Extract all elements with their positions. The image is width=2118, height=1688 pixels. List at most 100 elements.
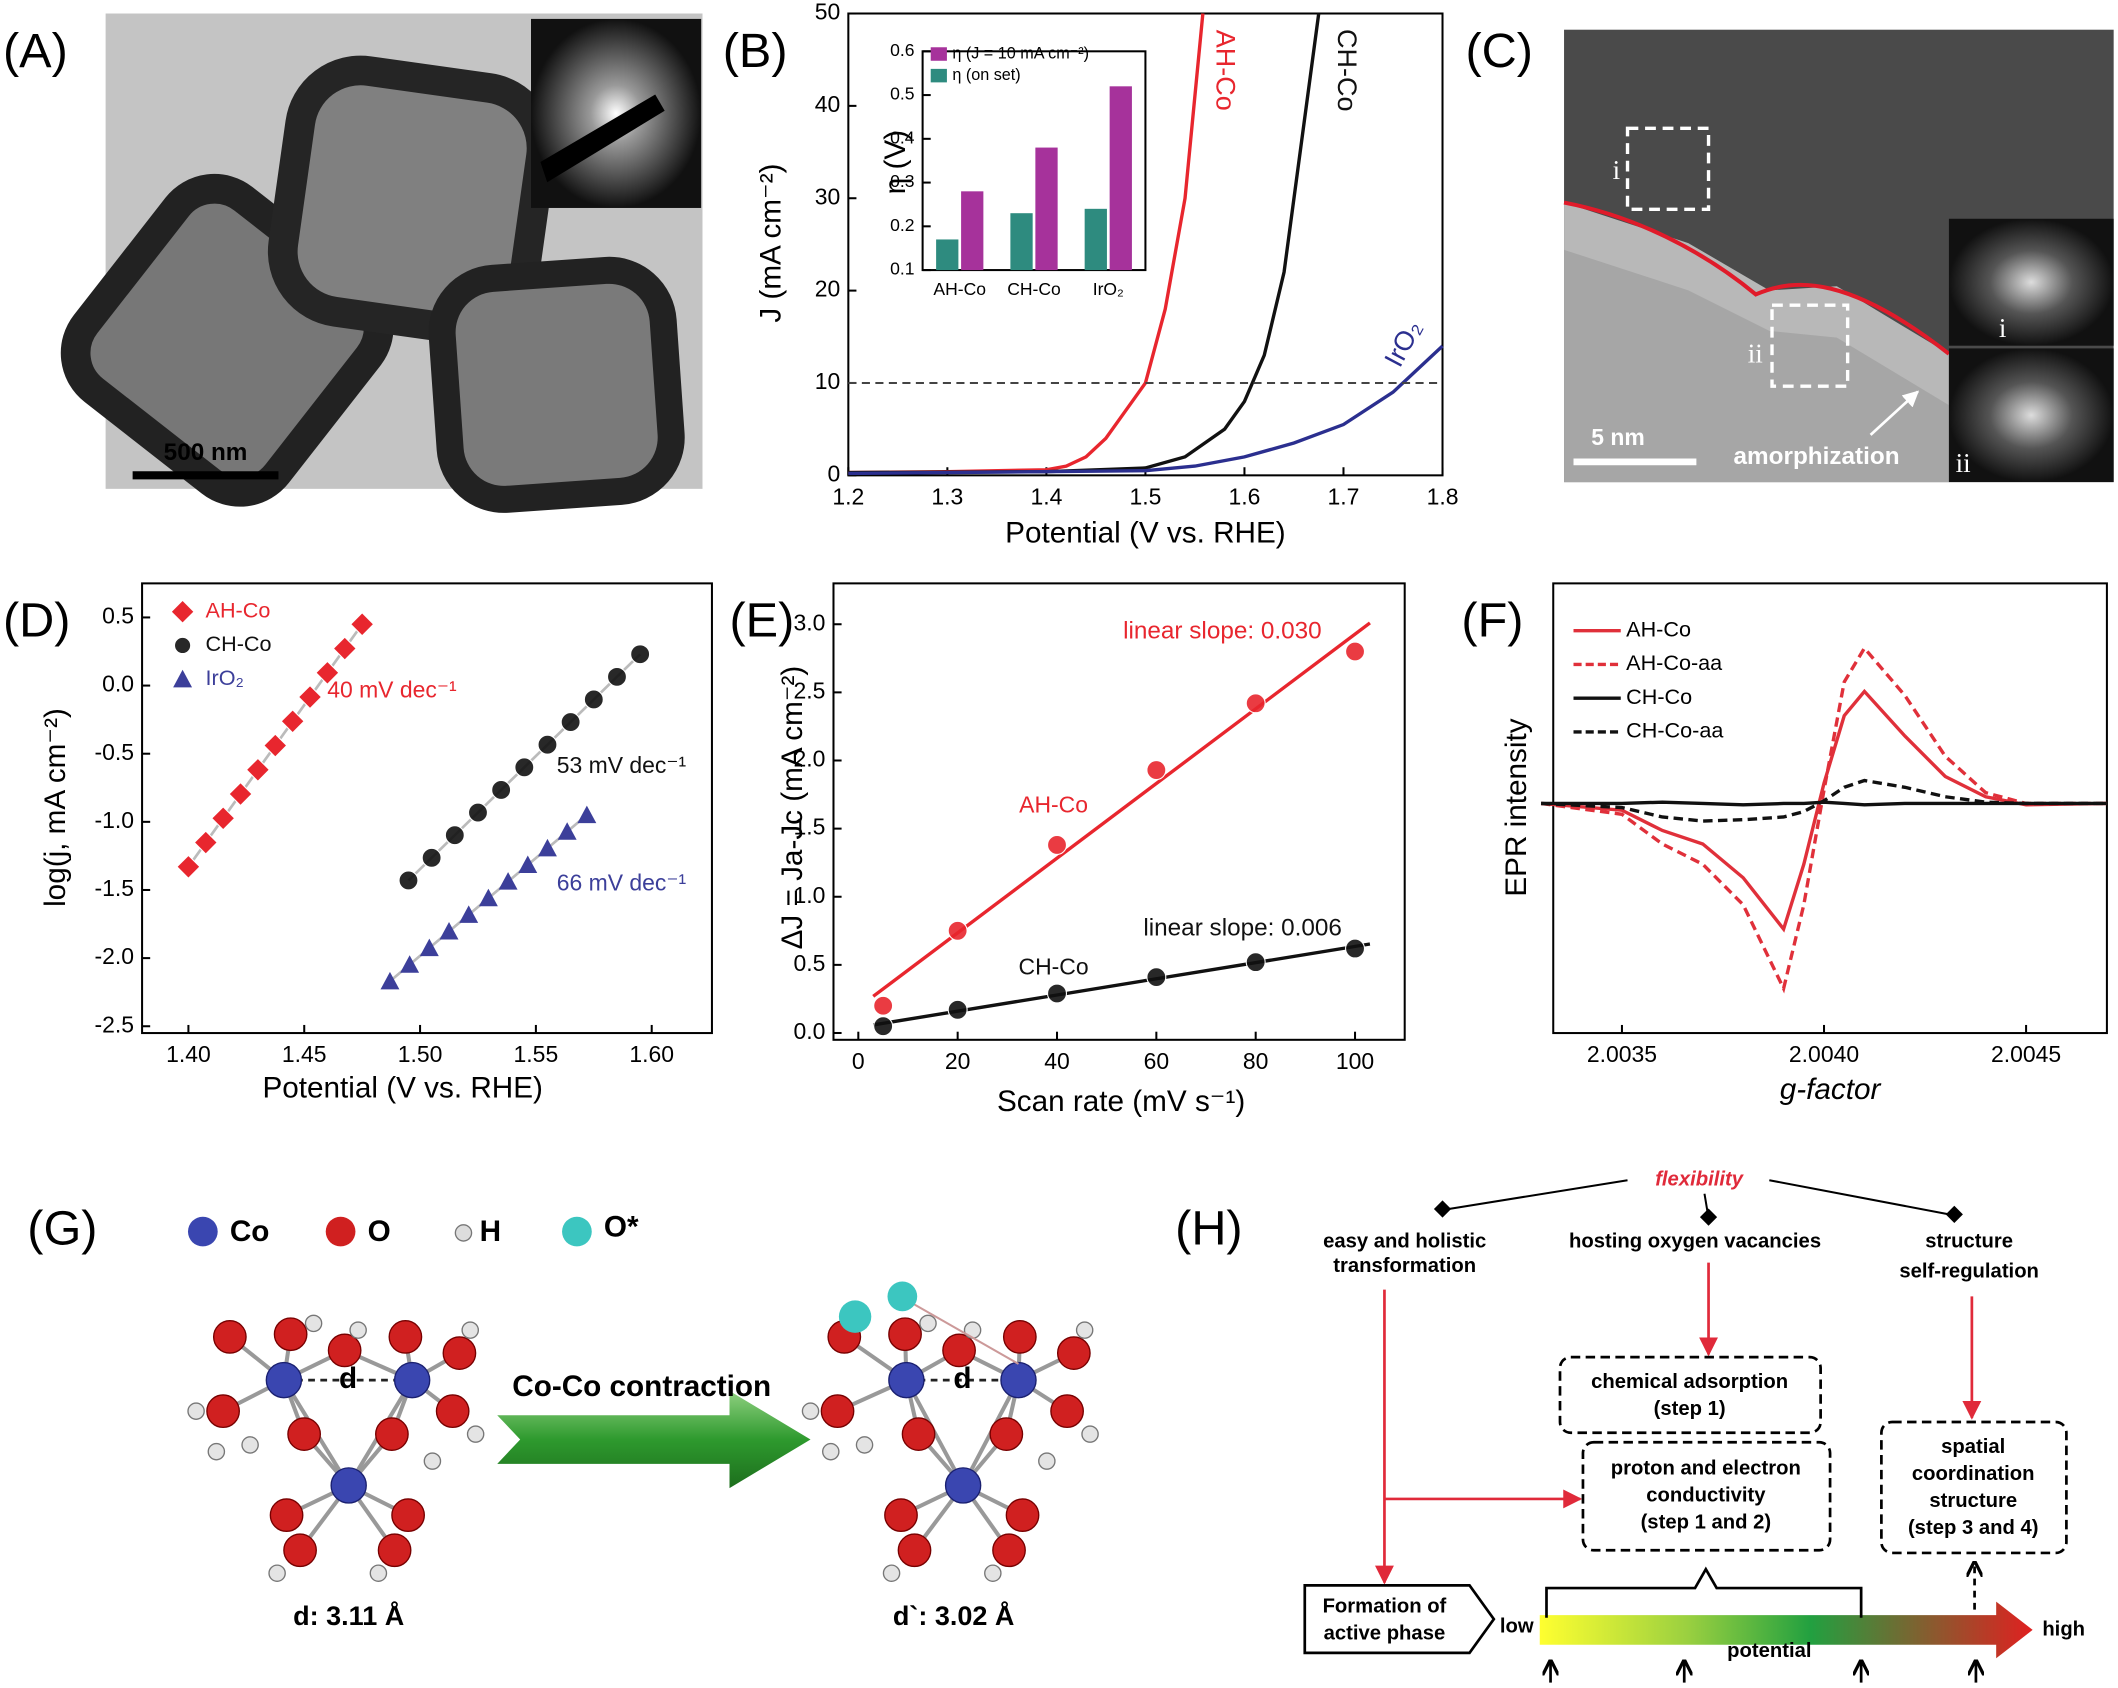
x-tick-label: 80 bbox=[1243, 1048, 1269, 1074]
x-axis-label: Potential (V vs. RHE) bbox=[1005, 517, 1285, 550]
bar bbox=[1035, 147, 1058, 271]
hydrogen-atom bbox=[349, 1321, 367, 1339]
fft-inset bbox=[1948, 348, 2114, 483]
y-tick-label: -2.0 bbox=[94, 943, 134, 969]
point bbox=[332, 636, 357, 661]
point bbox=[210, 806, 236, 831]
plot-frame bbox=[921, 50, 1147, 272]
y-tick-label: 0.5 bbox=[102, 603, 134, 629]
bar bbox=[1109, 86, 1132, 271]
fit-line bbox=[872, 942, 1371, 1027]
x-tick-label: 1.2 bbox=[832, 483, 864, 509]
point bbox=[583, 689, 604, 710]
model-g: Co O H O* Co-Co contraction d: 3.11 Å d`… bbox=[187, 1211, 1099, 1631]
legend-label: CH-Co bbox=[1626, 684, 1692, 709]
legend-marker bbox=[173, 636, 192, 655]
x-tick-label: 60 bbox=[1144, 1048, 1170, 1074]
plot-frame bbox=[832, 582, 1406, 1041]
oxygen-atom bbox=[327, 1333, 362, 1368]
bond-label: d bbox=[339, 1362, 357, 1395]
x-tick-label: 1.60 bbox=[629, 1041, 674, 1067]
hydrogen-atom bbox=[207, 1442, 226, 1461]
point bbox=[478, 888, 498, 907]
point bbox=[1245, 693, 1266, 714]
step-box bbox=[1880, 1420, 2068, 1555]
series-line bbox=[1540, 645, 2107, 994]
legend-atom bbox=[562, 1216, 592, 1247]
annotation-arrow bbox=[1869, 390, 1920, 436]
legend-label: IrO₂ bbox=[206, 665, 244, 690]
axis-label: potential bbox=[1727, 1640, 1811, 1662]
x-tick-label: 2.0040 bbox=[1789, 1041, 1859, 1067]
bar bbox=[961, 191, 984, 271]
point bbox=[606, 666, 627, 687]
point bbox=[557, 822, 577, 840]
start-box bbox=[1303, 1584, 1496, 1655]
y-tick-label: -1.0 bbox=[94, 807, 134, 833]
panel-label: (A) bbox=[3, 24, 68, 78]
slope-label: 53 mV dec⁻¹ bbox=[557, 752, 687, 778]
caption: d`: 3.02 Å bbox=[893, 1600, 1015, 1631]
legend-swatch bbox=[930, 47, 947, 61]
region-box bbox=[1625, 126, 1711, 211]
hydrogen-atom bbox=[801, 1402, 820, 1420]
region-label: ii bbox=[1748, 339, 1763, 369]
oxygen-atom bbox=[442, 1336, 477, 1370]
hydrogen-atom bbox=[1075, 1321, 1094, 1339]
point bbox=[947, 920, 968, 941]
x-tick-label: CH-Co bbox=[1007, 279, 1061, 299]
point bbox=[228, 781, 253, 807]
y-tick-label: 1.0 bbox=[793, 882, 825, 908]
hydrogen-atom bbox=[919, 1314, 937, 1333]
y-tick-label: 0.0 bbox=[793, 1018, 825, 1044]
x-tick-label: 1.7 bbox=[1328, 483, 1360, 509]
legend-label: O* bbox=[604, 1211, 639, 1244]
annotation: amorphization bbox=[1734, 443, 1900, 470]
legend-label: CH-Co bbox=[206, 631, 272, 656]
point bbox=[349, 612, 375, 637]
point bbox=[1146, 760, 1167, 781]
oxygen-atom bbox=[377, 1533, 412, 1568]
legend-marker bbox=[170, 599, 195, 624]
x-tick-label: AH-Co bbox=[933, 279, 986, 299]
x-tick-label: 2.0035 bbox=[1587, 1041, 1657, 1067]
oxygen-atom bbox=[435, 1394, 470, 1429]
diffraction-inset bbox=[530, 18, 702, 208]
x-axis-label: g-factor bbox=[1780, 1073, 1882, 1106]
legend-label: CH-Co-aa bbox=[1626, 718, 1724, 743]
point bbox=[873, 1016, 894, 1037]
y-tick-label: 10 bbox=[815, 368, 841, 394]
y-tick-label: 0.0 bbox=[102, 671, 134, 697]
oxygen-atom bbox=[820, 1394, 855, 1429]
x-tick-label: 1.6 bbox=[1229, 483, 1261, 509]
oxygen-atom bbox=[212, 1320, 247, 1354]
y-tick-label: 0.4 bbox=[890, 127, 915, 147]
oxygen-atom bbox=[901, 1417, 936, 1452]
point bbox=[1047, 983, 1067, 1004]
box-text: (step 1) bbox=[1654, 1398, 1726, 1420]
oxygen-atom bbox=[989, 1417, 1024, 1452]
point bbox=[421, 847, 442, 868]
step-box bbox=[1558, 1355, 1822, 1435]
cobalt-atom bbox=[888, 1361, 925, 1399]
point bbox=[380, 971, 400, 990]
oxygen-atom bbox=[269, 1498, 304, 1533]
point bbox=[280, 709, 305, 734]
y-tick-label: 50 bbox=[815, 0, 841, 25]
y-axis-label: J (mA cm⁻²) bbox=[755, 164, 788, 323]
oxygen-atom bbox=[1050, 1394, 1084, 1429]
hydrogen-atom bbox=[855, 1436, 874, 1454]
point bbox=[400, 955, 420, 973]
oxygen-atom bbox=[1005, 1498, 1040, 1533]
hydrogen-atom bbox=[822, 1442, 840, 1461]
contraction-arrow bbox=[497, 1390, 811, 1489]
point bbox=[444, 825, 465, 846]
region-label: i bbox=[1613, 155, 1621, 185]
legend-label: Co bbox=[230, 1215, 270, 1248]
point bbox=[467, 802, 488, 823]
oxygen-atom bbox=[1056, 1336, 1091, 1370]
x-tick-label: 40 bbox=[1044, 1048, 1070, 1074]
x-tick-label: 1.8 bbox=[1427, 483, 1459, 509]
